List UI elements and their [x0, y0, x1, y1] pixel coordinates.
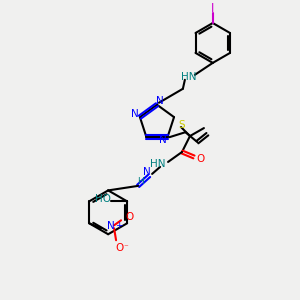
Text: S: S [179, 120, 185, 130]
Text: N: N [156, 96, 164, 106]
Text: O: O [125, 212, 133, 222]
Text: N: N [131, 109, 139, 119]
Text: ⁻: ⁻ [124, 244, 128, 253]
Text: O: O [197, 154, 205, 164]
Text: +: + [115, 221, 123, 230]
Text: N: N [159, 135, 167, 145]
Text: N: N [107, 221, 115, 231]
Text: I: I [211, 2, 214, 15]
Text: HN: HN [150, 159, 166, 169]
Text: N: N [143, 167, 151, 177]
Text: HN: HN [181, 72, 196, 82]
Text: HO: HO [95, 194, 111, 204]
Text: O: O [115, 243, 123, 253]
Text: H: H [137, 177, 143, 186]
